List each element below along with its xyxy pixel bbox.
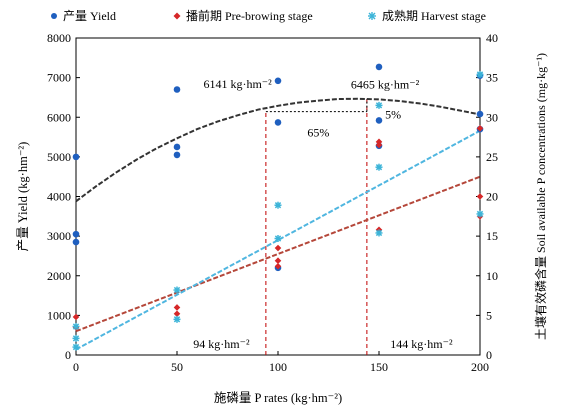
pre-browing-point [375, 141, 383, 149]
y-left-tick-label: 3000 [47, 229, 71, 243]
y-left-tick-label: 6000 [47, 110, 71, 124]
pre-browing-linear-fit [75, 175, 481, 333]
yield-point [274, 77, 282, 85]
harvest-point [476, 210, 484, 218]
x-tick-label: 150 [370, 360, 388, 374]
y-right-tick-label: 40 [486, 31, 498, 45]
legend-yield-marker [51, 13, 57, 19]
x-axis-title: 施磷量 P rates (kg·hm⁻²) [214, 390, 342, 405]
left-axis: 0 1000 2000 3000 4000 5000 6000 7000 8000 [47, 31, 80, 362]
rate-144: 144 kg·hm⁻² [390, 337, 453, 351]
harvest-point-stroke [72, 343, 80, 351]
y-right-tick-label: 20 [486, 190, 498, 204]
annotations: 6141 kg·hm⁻² 6465 kg·hm⁻² 65% 5% 94 kg·hm⁻² 1… [193, 77, 453, 351]
y-left-tick-label: 2000 [47, 269, 71, 283]
harvest-point [274, 201, 282, 209]
harvest-point [375, 229, 383, 237]
harvest-point-stroke [72, 323, 80, 330]
y-left-tick-label: 8000 [47, 31, 71, 45]
pre-browing-point [173, 304, 181, 311]
yield-point [274, 119, 282, 126]
harvest-point [173, 286, 181, 294]
legend: 产量 Yield 播前期 Pre-browing stage 成熟期 Harve… [51, 8, 486, 23]
harvest-point [375, 163, 383, 171]
yield-point [72, 153, 80, 161]
yield-point [72, 238, 80, 246]
max-yield-6465: 6465 kg·hm⁻² [351, 78, 420, 92]
x-tick-label: 50 [171, 360, 183, 374]
yield-point [173, 143, 181, 151]
legend-pre-browing-marker [173, 12, 181, 20]
y-left-tick-label: 7000 [47, 71, 71, 85]
y-right-tick-label: 25 [486, 150, 498, 164]
legend-harvest-label: 成熟期 Harvest stage [382, 8, 486, 23]
yield-point [173, 86, 181, 93]
bottom-axis: 0 50 100 150 200 [73, 351, 489, 374]
y-right-tick-label: 15 [486, 229, 498, 243]
max-yield-6141: 6141 kg·hm⁻² [203, 77, 272, 91]
y-right-tick-label: 5 [486, 308, 492, 322]
x-tick-label: 200 [471, 360, 489, 374]
y-right-tick-label: 10 [486, 269, 498, 283]
yield-point [173, 151, 181, 159]
legend-yield-label: 产量 Yield [63, 9, 116, 23]
pre-browing-point [173, 310, 181, 318]
yield-quadratic-fit [75, 97, 481, 203]
y-axis-right-title: 土壤有效磷含量 Soil available P concentrations … [533, 53, 548, 340]
x-tick-label: 100 [269, 360, 287, 374]
pre-browing-point [274, 244, 282, 252]
harvest-point-stroke [476, 71, 484, 78]
rate-94: 94 kg·hm⁻² [193, 337, 250, 351]
pre-browing-point [476, 193, 484, 200]
y-axis-left-title: 产量 Yield (kg·hm⁻²) [16, 142, 30, 252]
harvest-point [375, 101, 383, 109]
harvest-point-stroke [173, 286, 181, 294]
harvest-point [72, 334, 80, 342]
y-left-tick-label: 1000 [47, 308, 71, 322]
harvest-point [173, 315, 181, 323]
pct-5: 5% [385, 107, 401, 121]
harvest-linear-fit [75, 129, 481, 351]
x-tick-label: 0 [73, 360, 79, 374]
harvest-point-stroke [72, 335, 80, 342]
harvest-point [476, 70, 484, 78]
pct-65: 65% [307, 125, 329, 139]
harvest-point-stroke [375, 164, 383, 171]
y-left-tick-label: 4000 [47, 190, 71, 204]
harvest-point [72, 343, 80, 351]
data-points [72, 63, 484, 351]
pre-browing-point [72, 313, 80, 321]
harvest-point-stroke [274, 202, 282, 209]
pre-browing-point [476, 125, 484, 132]
harvest-point-stroke [173, 316, 181, 323]
harvest-point [72, 322, 80, 330]
pre-browing-point [274, 262, 282, 270]
legend-pre-browing-label: 播前期 Pre-browing stage [186, 8, 313, 23]
yield-point [375, 63, 383, 71]
harvest-point-stroke [274, 235, 282, 242]
harvest-point [274, 235, 282, 243]
y-right-tick-label: 35 [486, 71, 498, 85]
y-left-tick-label: 5000 [47, 150, 71, 164]
harvest-point-stroke [476, 210, 484, 218]
pre-browing-point [274, 257, 282, 264]
yield-point [375, 117, 383, 124]
legend-harvest-marker [368, 12, 376, 20]
reference-lines [265, 98, 368, 355]
harvest-point-stroke [375, 229, 383, 237]
y-right-tick-label: 30 [486, 110, 498, 124]
yield-point [476, 110, 484, 118]
yield-point [72, 230, 80, 238]
y-right-tick-label: 0 [486, 348, 492, 362]
fit-curves [75, 97, 481, 351]
harvest-point-stroke [375, 102, 383, 109]
y-left-tick-label: 0 [65, 348, 71, 362]
